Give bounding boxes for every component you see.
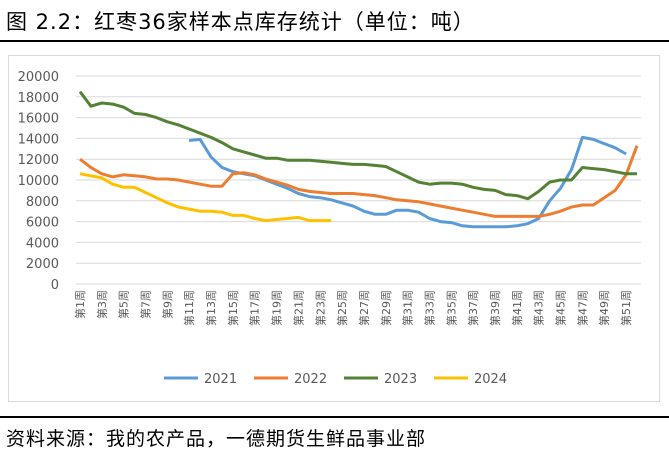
x-tick-label: 第1周 — [73, 290, 87, 319]
x-tick-label: 第47周 — [575, 290, 589, 326]
x-tick-label: 第27周 — [357, 290, 371, 326]
y-axis-ticks: 0 2000 4000 6000 8000 10000 12000 14000 16000 180… — [18, 70, 59, 293]
y-tick-label: 0 — [51, 278, 59, 293]
title-divider — [0, 40, 669, 42]
x-tick-label: 第41周 — [510, 290, 524, 326]
x-tick-label: 第11周 — [182, 290, 196, 326]
x-tick-label: 第51周 — [619, 290, 633, 326]
x-tick-label: 第17周 — [248, 290, 262, 326]
line-chart: 0 2000 4000 6000 8000 10000 12000 14000 16000 180… — [18, 70, 641, 387]
legend: 2021 2022 2023 2024 — [164, 372, 507, 387]
x-tick-label: 第31周 — [401, 290, 415, 326]
legend-label: 2023 — [384, 372, 417, 387]
x-tick-label: 第23周 — [313, 290, 327, 326]
y-tick-label: 14000 — [18, 132, 59, 147]
series-line-2024 — [79, 172, 332, 223]
y-tick-label: 8000 — [26, 195, 59, 210]
series-line-2021 — [189, 135, 627, 229]
y-tick-label: 18000 — [18, 91, 59, 106]
source-divider — [0, 416, 669, 418]
y-tick-label: 4000 — [26, 236, 59, 251]
series-line-2022 — [79, 145, 639, 218]
x-tick-label: 第33周 — [422, 290, 436, 326]
y-tick-label: 12000 — [18, 153, 59, 168]
x-tick-label: 第9周 — [160, 290, 174, 319]
legend-label: 2024 — [474, 372, 507, 387]
x-tick-label: 第37周 — [466, 290, 480, 326]
x-tick-label: 第21周 — [291, 290, 305, 326]
series-line-2023 — [78, 90, 637, 201]
legend-label: 2021 — [204, 372, 237, 387]
x-tick-label: 第13周 — [204, 290, 218, 326]
figure-title: 图 2.2：红枣36家样本点库存统计（单位：吨） — [6, 10, 475, 34]
x-tick-label: 第15周 — [226, 290, 240, 326]
x-tick-label: 第45周 — [554, 290, 568, 326]
y-tick-label: 2000 — [26, 257, 59, 272]
x-tick-label: 第29周 — [379, 290, 393, 326]
legend-label: 2022 — [294, 372, 327, 387]
x-tick-label: 第39周 — [488, 290, 502, 326]
x-tick-label: 第49周 — [597, 290, 611, 326]
x-axis-ticks: 第1周 第3周 第5周 第7周 第9周 第11周 第13周 第15周 第17周 第19周 第21周第… — [73, 290, 633, 326]
x-tick-label: 第43周 — [532, 290, 546, 326]
y-tick-label: 6000 — [26, 216, 59, 231]
x-tick-label: 第25周 — [335, 290, 349, 326]
x-tick-label: 第5周 — [117, 290, 131, 319]
y-tick-label: 16000 — [18, 112, 59, 127]
chart-area: 0 2000 4000 6000 8000 10000 12000 14000 16000 180… — [8, 55, 660, 402]
x-tick-label: 第7周 — [139, 290, 153, 319]
x-tick-label: 第3周 — [95, 290, 109, 319]
source-note: 资料来源：我的农产品，一德期货生鲜品事业部 — [6, 428, 427, 450]
y-tick-label: 20000 — [18, 70, 59, 85]
y-tick-label: 10000 — [18, 174, 59, 189]
x-tick-label: 第19周 — [270, 290, 284, 326]
x-tick-label: 第35周 — [444, 290, 458, 326]
series-lines — [78, 90, 639, 229]
